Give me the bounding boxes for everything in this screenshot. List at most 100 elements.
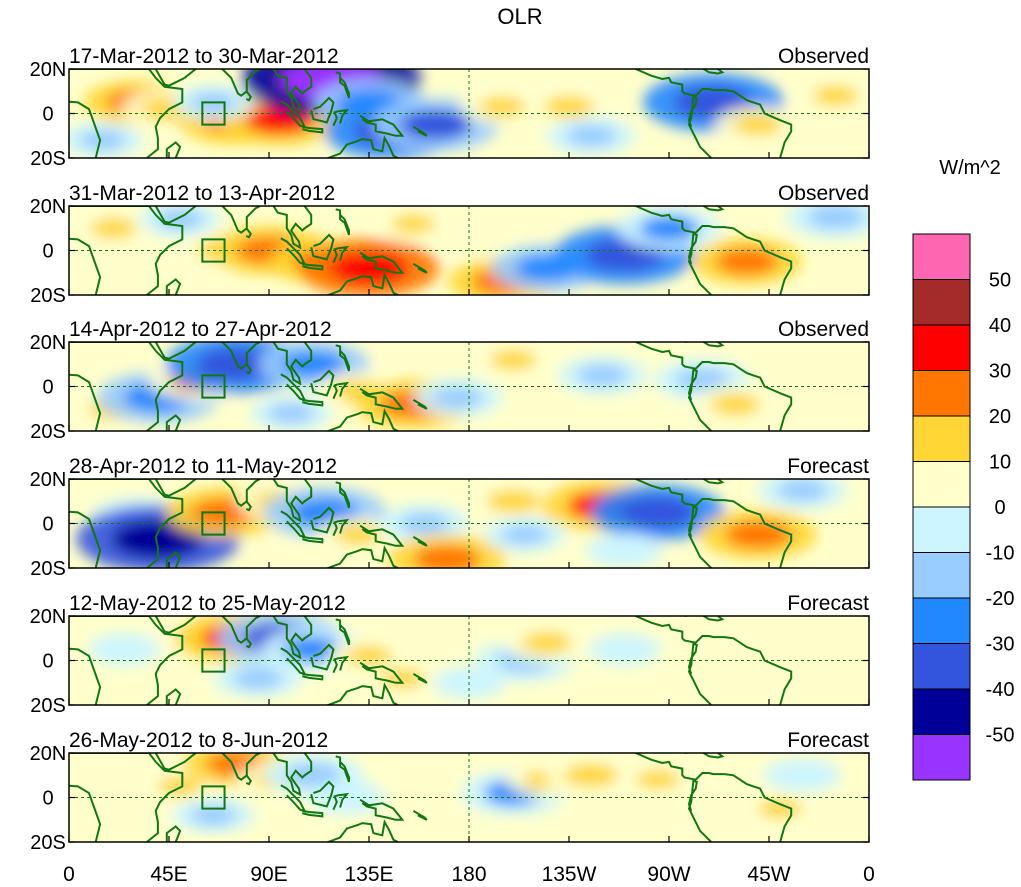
lon-tick-label: 180 — [451, 863, 486, 886]
lat-tick-label: 0 — [42, 377, 53, 399]
coastline-africa — [69, 342, 184, 431]
olr-anomaly-field — [69, 69, 869, 158]
anomaly-core — [521, 632, 572, 654]
coastline-borneo — [310, 233, 335, 261]
coastline-southamerica — [687, 368, 712, 431]
colorbar-swatch — [912, 370, 971, 417]
anomaly-core — [807, 206, 864, 230]
lat-tick-label: 20S — [30, 695, 66, 717]
coastline-caribbean — [684, 753, 725, 759]
map-panel: 20N 0 20S 17-Mar-2012 to 30-Mar-2012 Observe… — [30, 45, 870, 170]
anomaly-core — [486, 489, 541, 513]
colorbar-swatch — [912, 643, 971, 690]
coastline-caribbean — [684, 616, 725, 622]
coastline-java — [302, 809, 324, 818]
panel-date-range: 12-May-2012 to 25-May-2012 — [69, 592, 346, 615]
coastline-newguinea — [359, 387, 405, 410]
anomaly-core — [812, 85, 859, 106]
colorbar-swatch — [912, 461, 971, 508]
olr-anomaly-field — [99, 753, 842, 834]
coastline-arabia — [154, 206, 197, 224]
coastline-solomons — [412, 125, 428, 137]
lon-tick-label: 0 — [63, 863, 75, 886]
coastline-sulawesi — [332, 245, 350, 264]
coastline-arabia — [154, 616, 197, 634]
coastline-seasia — [272, 206, 313, 250]
anomaly-core — [777, 479, 828, 501]
coastline-india — [221, 479, 261, 507]
coastline-seasia — [272, 753, 313, 797]
colorbar-tick-label: 10 — [989, 452, 1011, 474]
coastline-philippines — [335, 481, 350, 509]
figure-title: OLR — [497, 4, 542, 29]
lon-tick-label: 90E — [250, 863, 287, 886]
coastline-caribbean — [684, 342, 725, 348]
coastline-india — [221, 206, 261, 234]
coastline-newguinea — [359, 114, 405, 137]
lat-tick-label: 20N — [30, 332, 67, 354]
panel-kind-label: Observed — [778, 182, 869, 205]
coastline-srilanka — [245, 364, 252, 375]
colorbar-tick-label: 40 — [989, 315, 1011, 337]
colorbar-swatch — [912, 734, 971, 781]
anomaly-core — [564, 763, 618, 787]
coastline-philippines — [335, 618, 350, 646]
coastline-java — [302, 398, 324, 407]
coastline-srilanka — [245, 501, 252, 512]
coastline-madagascar — [165, 688, 182, 705]
colorbar-swatch — [912, 688, 971, 735]
coastline-sulawesi — [332, 108, 350, 127]
anomaly-core — [566, 125, 617, 147]
anomaly-core — [79, 130, 126, 151]
coastline-arabia — [154, 69, 197, 87]
coastline-newguinea — [359, 798, 405, 821]
anomaly-core — [544, 96, 594, 118]
coastline-southamerica — [687, 779, 712, 842]
coastline-india — [221, 69, 261, 97]
coastline-solomons — [412, 263, 428, 274]
lat-tick-label: 0 — [42, 514, 53, 536]
anomaly-core — [715, 248, 778, 275]
coastline-madagascar — [165, 278, 182, 295]
lat-tick-label: 20S — [30, 558, 66, 580]
olr-anomaly-field — [76, 479, 847, 568]
coastline-australia — [325, 272, 399, 295]
coastline-philippines — [335, 208, 350, 236]
anomaly-core — [448, 230, 490, 249]
anomaly-core — [490, 349, 537, 370]
coastline-seasia — [272, 616, 313, 660]
anomaly-core — [724, 520, 791, 549]
anomaly-core — [115, 799, 157, 818]
coastline-southamerica — [687, 505, 712, 568]
lat-tick-label: 0 — [42, 651, 53, 673]
coastline-solomons — [412, 810, 428, 821]
anomaly-core — [639, 215, 699, 241]
coastline-borneo — [310, 643, 335, 671]
coastline-india — [221, 753, 261, 781]
coastlines — [69, 342, 793, 431]
map-panel: 20N 0 20S 14-Apr-2012 to 27-Apr-2012 Observe… — [30, 318, 870, 443]
panels-group: 20N 0 20S 17-Mar-2012 to 30-Mar-2012 Observe… — [30, 45, 870, 854]
colorbar-tick-label: -30 — [986, 634, 1015, 656]
coastline-borneo — [310, 506, 335, 534]
anomaly-core — [112, 520, 204, 558]
anomaly-core — [501, 524, 548, 545]
coastline-centralamerica — [635, 69, 793, 158]
lat-tick-label: 20N — [30, 606, 67, 628]
anomaly-core — [433, 386, 483, 409]
coastline-borneo — [310, 780, 335, 808]
lon-tick-label: 45E — [150, 863, 187, 886]
map-panel: 20N 0 20S 31-Mar-2012 to 13-Apr-2012 Observe… — [30, 182, 870, 307]
coastline-newguinea — [359, 661, 405, 684]
anomaly-core — [196, 347, 276, 381]
coastline-java — [302, 535, 324, 544]
anomaly-core — [334, 524, 381, 545]
coastline-southamerica — [687, 232, 712, 295]
anomaly-core — [710, 393, 761, 415]
coastline-africa — [69, 616, 184, 705]
lat-tick-label: 20S — [30, 285, 66, 307]
lon-tick-label: 135E — [344, 863, 393, 886]
coastlines — [69, 69, 793, 158]
coastline-philippines — [335, 344, 350, 372]
coastline-india — [221, 616, 261, 644]
